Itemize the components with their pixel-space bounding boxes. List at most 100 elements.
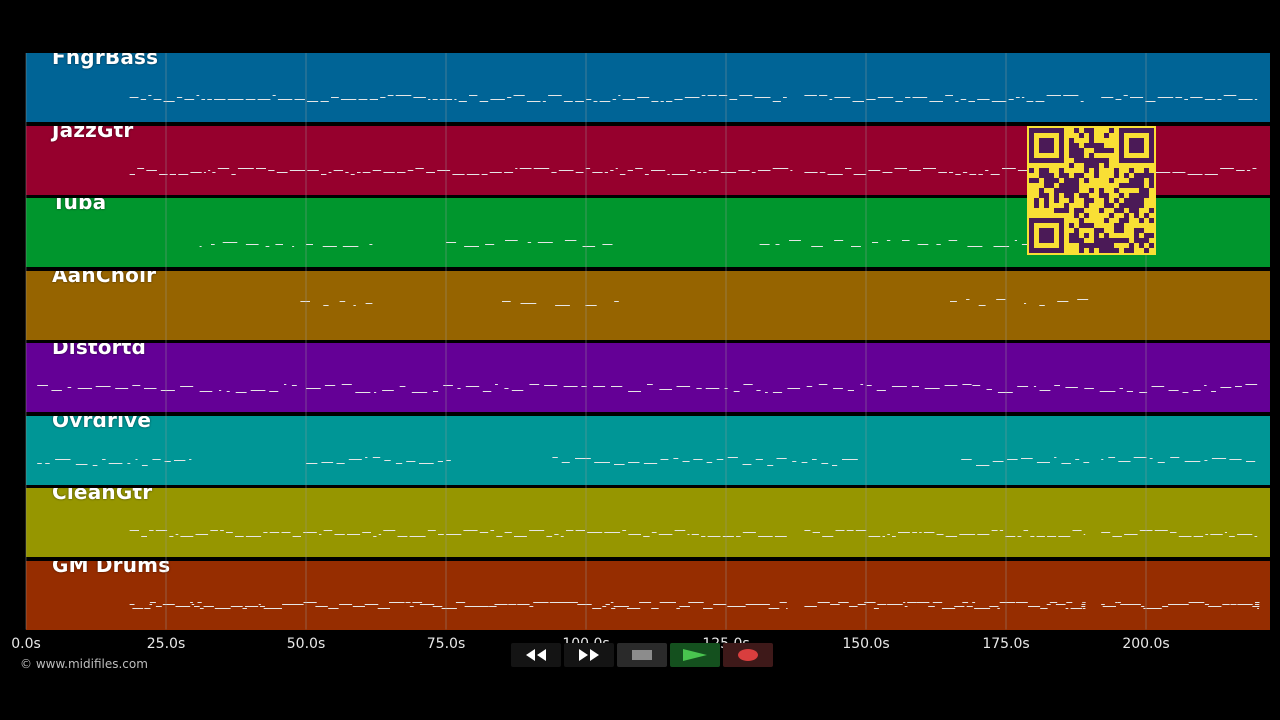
- note: [457, 388, 461, 389]
- note: [1015, 601, 1028, 603]
- note: [618, 95, 621, 96]
- qr-module: [1129, 138, 1134, 143]
- note: [1220, 167, 1234, 169]
- note: [756, 603, 770, 605]
- track-name: JazzGtr: [52, 125, 134, 142]
- qr-module: [1124, 183, 1129, 188]
- qr-module: [1074, 238, 1079, 243]
- qr-module: [1104, 248, 1109, 253]
- qr-module: [1089, 188, 1094, 193]
- note: [648, 601, 652, 603]
- qr-module: [1134, 203, 1139, 208]
- note: [485, 244, 495, 245]
- qr-module: [1119, 158, 1124, 163]
- qr-module: [1104, 218, 1109, 223]
- qr-module: [1149, 178, 1154, 183]
- note: [432, 605, 443, 607]
- note: [146, 607, 151, 609]
- note: [37, 462, 42, 464]
- note: [690, 169, 696, 171]
- qr-module: [1099, 208, 1104, 213]
- tick-label: 0.0s: [11, 636, 41, 652]
- qr-module: [1044, 198, 1049, 203]
- note: [986, 389, 992, 390]
- note: [1120, 603, 1130, 605]
- track-name: Distortd: [52, 343, 147, 359]
- qr-module: [1029, 243, 1034, 248]
- note: [334, 534, 345, 535]
- note: [245, 536, 262, 537]
- qr-module: [1114, 238, 1119, 243]
- play-button[interactable]: [670, 643, 720, 667]
- qr-module: [1094, 228, 1099, 233]
- note: [977, 534, 990, 535]
- note: [627, 169, 633, 171]
- qr-module: [1074, 178, 1079, 183]
- qr-module: [1049, 248, 1054, 253]
- note: [693, 458, 703, 460]
- note: [340, 99, 357, 100]
- note: [385, 607, 390, 609]
- qr-module: [1079, 208, 1084, 213]
- rewind-button[interactable]: [511, 643, 561, 667]
- note: [1054, 456, 1057, 458]
- note: [394, 601, 400, 603]
- note: [268, 169, 275, 171]
- qr-module: [1144, 238, 1149, 243]
- note: [378, 534, 382, 535]
- note: [1256, 603, 1258, 605]
- stop-icon: [632, 650, 652, 660]
- note: [1083, 603, 1085, 605]
- qr-module: [1044, 218, 1049, 223]
- qr-module: [1049, 173, 1054, 178]
- tick-label: 175.0s: [982, 636, 1030, 652]
- note: [67, 387, 72, 388]
- note: [479, 101, 489, 102]
- note: [564, 601, 578, 603]
- note: [75, 463, 88, 465]
- fast-forward-button[interactable]: [564, 643, 614, 667]
- note: [345, 171, 349, 173]
- qr-module: [1044, 233, 1049, 238]
- note: [502, 300, 511, 302]
- note: [481, 173, 488, 175]
- qr-module: [1064, 188, 1069, 193]
- note: [180, 536, 194, 537]
- note: [1204, 459, 1208, 461]
- note: [759, 244, 770, 245]
- qr-module: [1109, 243, 1114, 248]
- note-roll: [37, 456, 1256, 466]
- note: [163, 101, 175, 102]
- qr-module: [1099, 228, 1104, 233]
- stop-button[interactable]: [617, 643, 667, 667]
- qr-module: [1029, 223, 1034, 228]
- qr-module: [1099, 188, 1104, 193]
- note-roll: [37, 384, 1258, 393]
- note: [155, 530, 168, 531]
- qr-module: [1134, 213, 1139, 218]
- qr-module: [1114, 198, 1119, 203]
- record-button[interactable]: [723, 643, 773, 667]
- note: [611, 386, 623, 387]
- note: [1117, 601, 1121, 603]
- note: [887, 603, 903, 605]
- note: [1168, 603, 1177, 605]
- note: [519, 167, 532, 169]
- qr-module: [1144, 188, 1149, 193]
- note: [821, 462, 829, 464]
- note: [853, 173, 867, 175]
- note: [866, 385, 872, 386]
- note: [923, 167, 936, 169]
- note: [265, 246, 270, 247]
- note: [242, 607, 247, 609]
- note: [1081, 603, 1084, 605]
- note: [1021, 97, 1025, 98]
- note: [490, 530, 495, 531]
- qr-module: [1139, 228, 1144, 233]
- note: [323, 530, 333, 531]
- note: [1139, 530, 1153, 531]
- note: [284, 384, 287, 385]
- note: [276, 607, 282, 609]
- note: [961, 458, 972, 460]
- note: [1246, 460, 1256, 462]
